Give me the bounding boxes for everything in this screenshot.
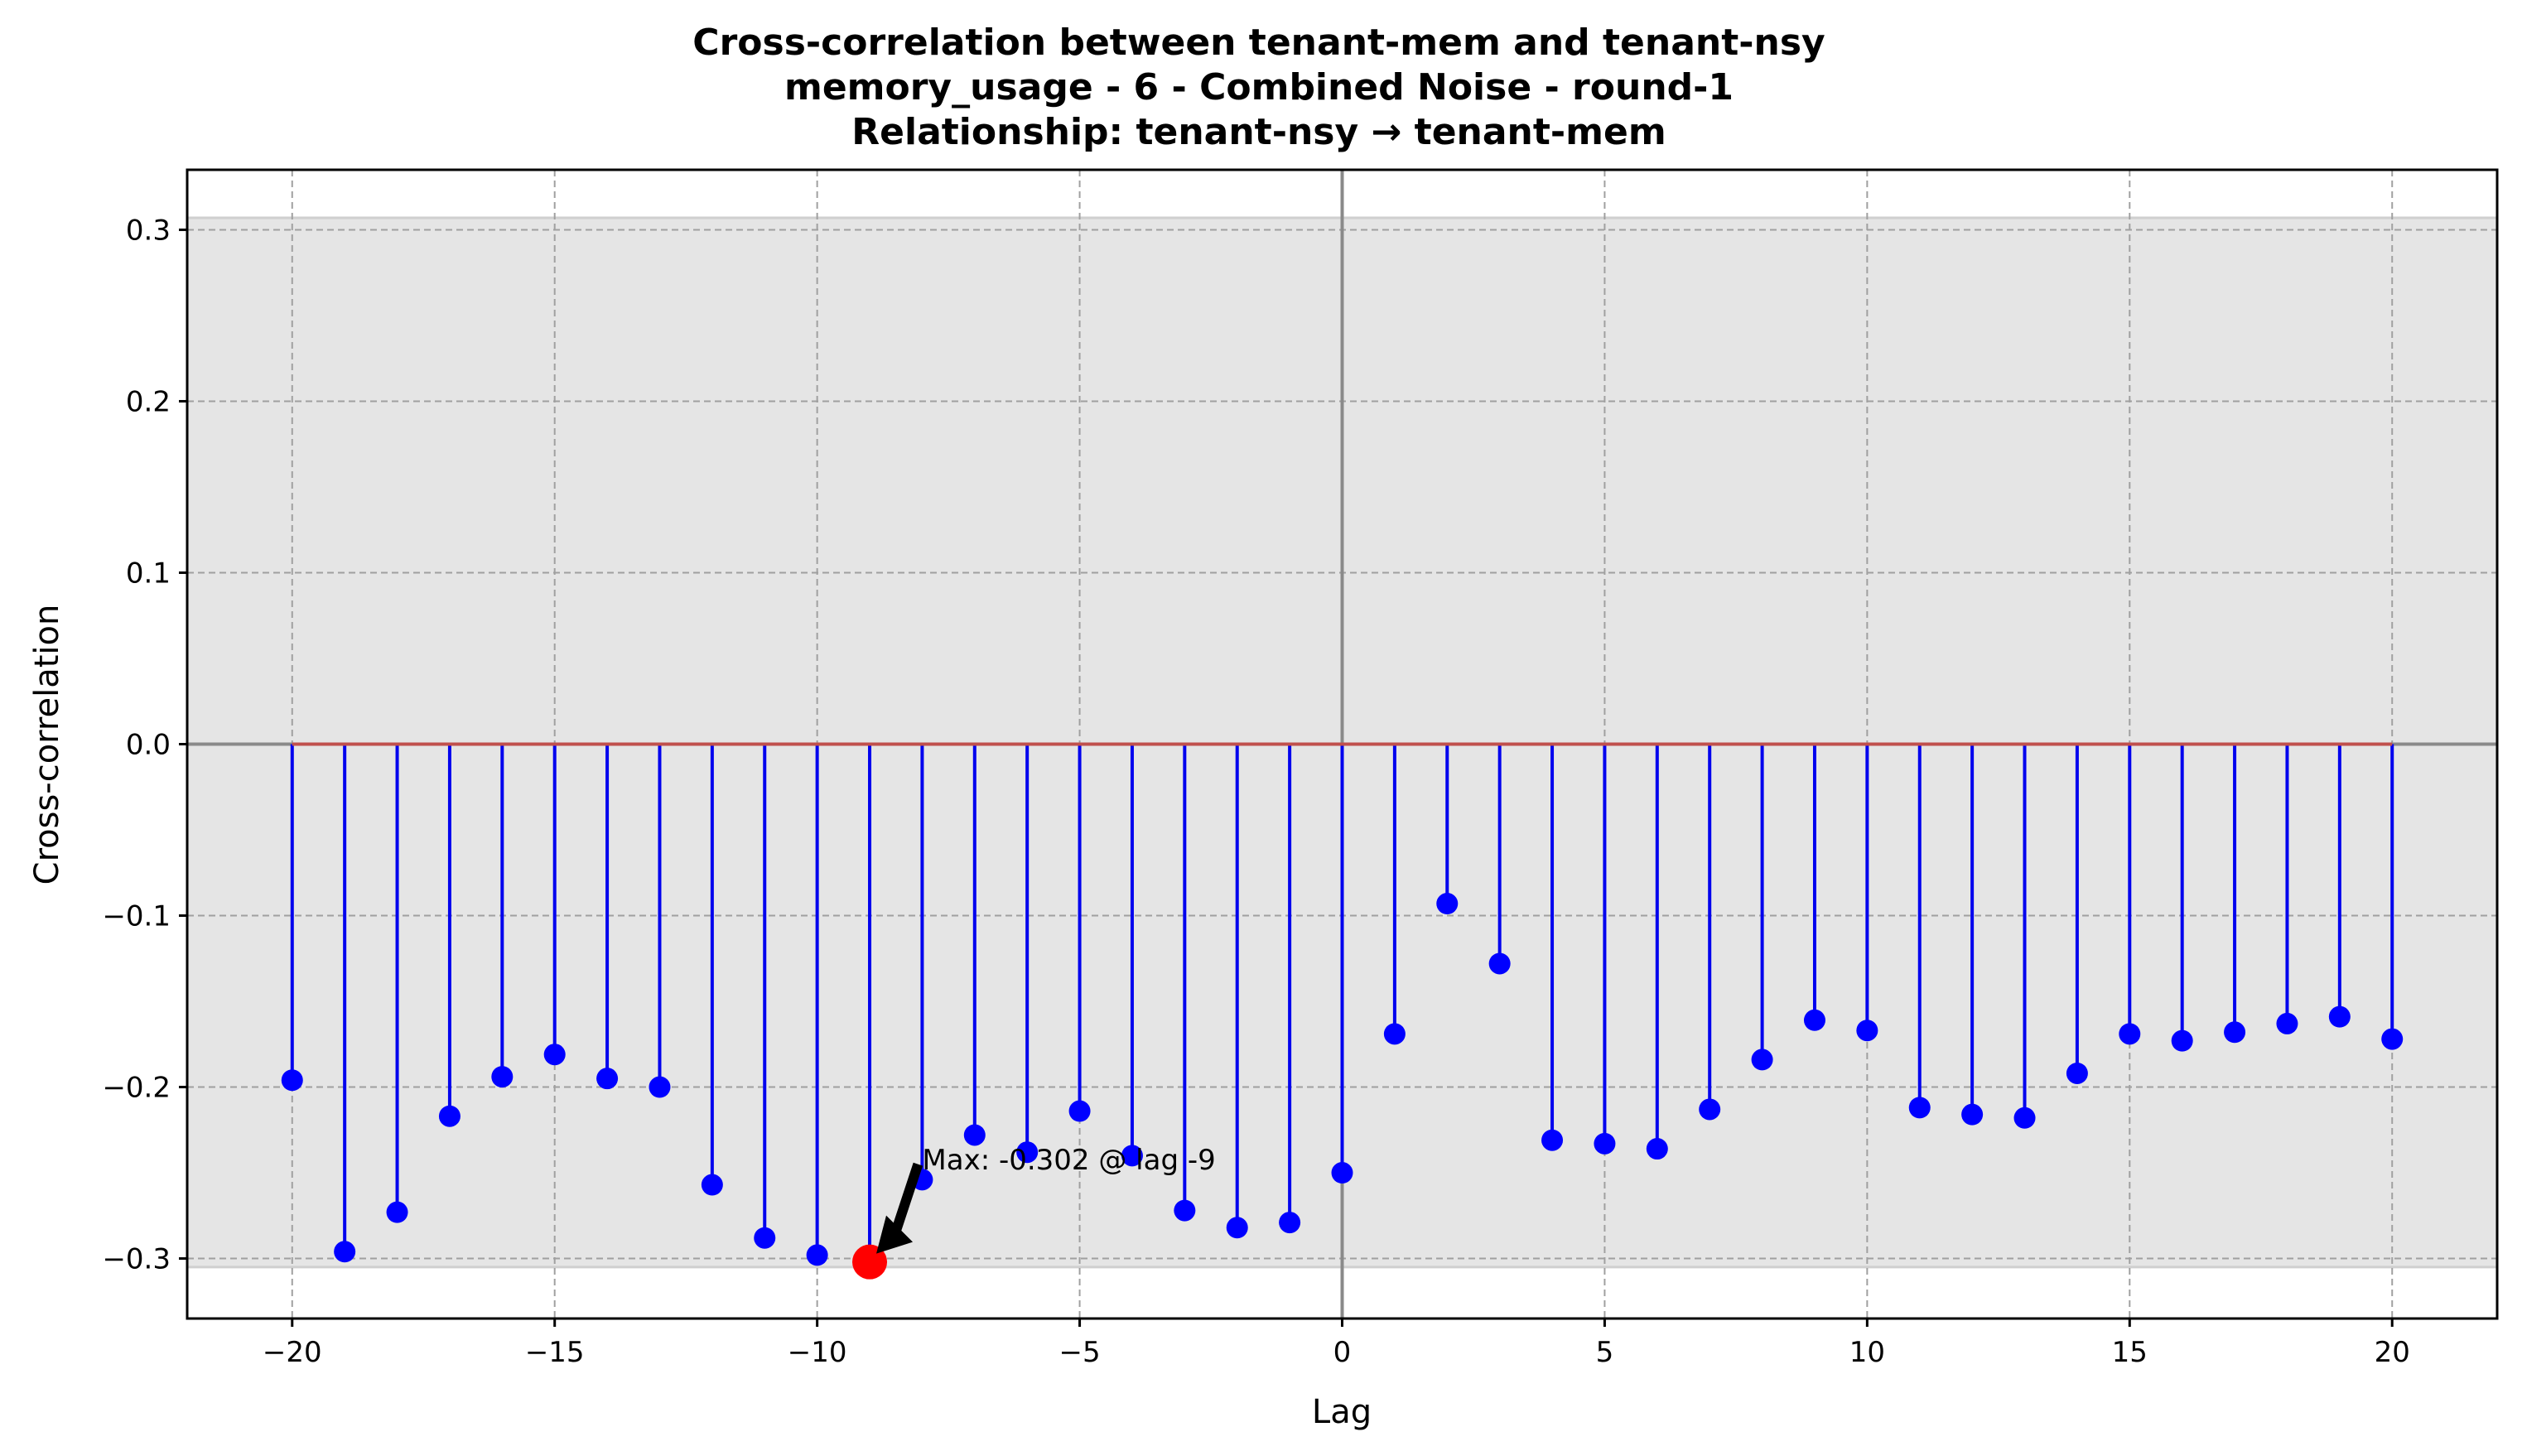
marker-lag-13 (2013, 1106, 2036, 1129)
marker-lag--20 (281, 1069, 303, 1092)
marker-lag-6 (1646, 1138, 1668, 1160)
marker-lag--5 (1068, 1100, 1091, 1122)
marker-lag--4 (1121, 1145, 1143, 1167)
x-tick-label-8: 20 (2375, 1336, 2410, 1369)
marker-lag-10 (1856, 1020, 1878, 1042)
marker-lag--17 (438, 1105, 461, 1127)
marker-lag--18 (386, 1201, 408, 1223)
marker-lag-12 (1961, 1103, 1984, 1126)
marker-lag-16 (2171, 1029, 2193, 1052)
title-line-2: memory_usage - 6 - Combined Noise - roun… (784, 66, 1734, 108)
marker-lag--10 (806, 1244, 828, 1266)
y-tick-label-3: 0.0 (126, 729, 171, 762)
annotation-label: Max: -0.302 @ lag -9 (922, 1144, 1215, 1177)
annotation-arrow-shaft (890, 1162, 923, 1237)
marker-lag-9 (1803, 1009, 1825, 1031)
marker-lag--14 (596, 1068, 619, 1090)
marker-lag--7 (963, 1124, 986, 1146)
marker-lag--6 (1016, 1141, 1039, 1164)
marker-lag--19 (334, 1241, 356, 1263)
marker-lag--16 (491, 1066, 514, 1088)
marker-lag-5 (1594, 1132, 1616, 1155)
marker-lag--11 (754, 1227, 776, 1249)
marker-lag-3 (1488, 952, 1511, 975)
marker-lag-17 (2224, 1021, 2246, 1044)
marker-lag-15 (2119, 1023, 2141, 1045)
marker-lag-19 (2328, 1005, 2351, 1028)
x-tick-label-5: 5 (1596, 1336, 1614, 1369)
marker-lag-4 (1541, 1129, 1564, 1151)
y-tick-label-1: −0.2 (102, 1072, 171, 1105)
x-tick-label-0: −20 (263, 1336, 322, 1369)
y-tick-label-6: 0.3 (126, 214, 171, 247)
marker-lag-18 (2276, 1012, 2298, 1034)
y-tick-label-4: 0.1 (126, 557, 171, 590)
marker-lag--3 (1174, 1199, 1196, 1222)
x-tick-label-3: −5 (1059, 1336, 1101, 1369)
x-tick-label-1: −15 (525, 1336, 585, 1369)
marker-lag-11 (1908, 1097, 1931, 1119)
y-axis-label: Cross-correlation (28, 605, 66, 885)
marker-lag-2 (1436, 893, 1459, 915)
chart-title: Cross-correlation between tenant-mem and… (692, 22, 1825, 153)
y-tick-label-0: −0.3 (102, 1243, 171, 1276)
marker-lag--1 (1279, 1212, 1301, 1234)
title-line-1: Cross-correlation between tenant-mem and… (692, 22, 1825, 64)
x-tick-label-6: 10 (1849, 1336, 1885, 1369)
plot-area: Max: -0.302 @ lag -9 −20 −15 −10 −5 0 5 10 15 20 −… (102, 168, 2499, 1369)
marker-lag-8 (1751, 1049, 1773, 1071)
max-marker (852, 1244, 888, 1280)
marker-lag--12 (701, 1174, 723, 1196)
marker-lag--15 (543, 1044, 566, 1066)
x-tick-label-2: −10 (788, 1336, 847, 1369)
x-tick-label-4: 0 (1333, 1336, 1352, 1369)
marker-lag-14 (2066, 1062, 2088, 1084)
marker-lag-0 (1331, 1162, 1353, 1184)
x-axis-label: Lag (1312, 1393, 1372, 1431)
marker-lag-1 (1383, 1023, 1406, 1045)
marker-lag--13 (649, 1076, 671, 1098)
title-line-3: Relationship: tenant-nsy → tenant-mem (851, 111, 1666, 153)
y-tick-label-5: 0.2 (126, 385, 171, 418)
marker-lag-7 (1699, 1098, 1721, 1121)
marker-lag--2 (1226, 1217, 1248, 1239)
y-tick-label-2: −0.1 (102, 900, 171, 933)
annotation-arrow-head (876, 1215, 914, 1254)
marker-lag-20 (2381, 1028, 2404, 1050)
x-tick-label-7: 15 (2112, 1336, 2148, 1369)
